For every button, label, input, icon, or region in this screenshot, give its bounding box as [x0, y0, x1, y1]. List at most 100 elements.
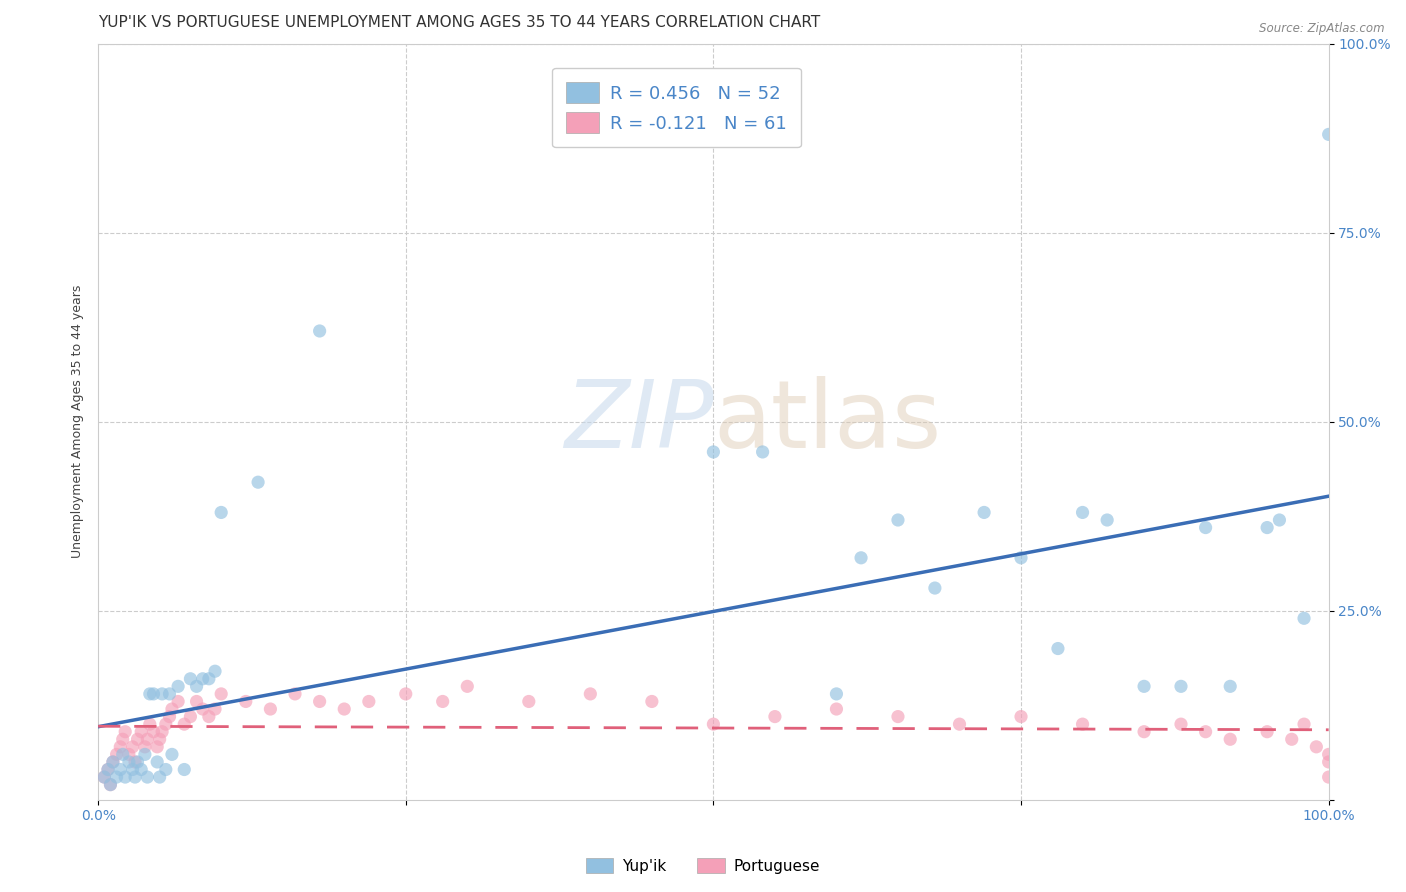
- Point: [146, 755, 169, 769]
- Point: [186, 679, 208, 693]
- Legend: R = 0.456   N = 52, R = -0.121   N = 61: R = 0.456 N = 52, R = -0.121 N = 61: [553, 68, 801, 147]
- Point: [1219, 679, 1241, 693]
- Point: [702, 445, 724, 459]
- Point: [1133, 724, 1156, 739]
- Point: [191, 702, 214, 716]
- Point: [887, 513, 910, 527]
- Point: [517, 694, 540, 708]
- Point: [160, 747, 183, 762]
- Point: [198, 709, 221, 723]
- Point: [118, 755, 141, 769]
- Text: atlas: atlas: [713, 376, 942, 467]
- Point: [105, 770, 128, 784]
- Point: [111, 747, 134, 762]
- Point: [159, 709, 181, 723]
- Point: [111, 732, 134, 747]
- Point: [150, 687, 173, 701]
- Point: [1046, 641, 1069, 656]
- Point: [1281, 732, 1303, 747]
- Point: [118, 747, 141, 762]
- Text: ZIP: ZIP: [564, 376, 713, 467]
- Point: [235, 694, 257, 708]
- Point: [579, 687, 602, 701]
- Y-axis label: Unemployment Among Ages 35 to 44 years: Unemployment Among Ages 35 to 44 years: [72, 285, 84, 558]
- Point: [763, 709, 786, 723]
- Point: [395, 687, 418, 701]
- Point: [127, 755, 149, 769]
- Point: [284, 687, 307, 701]
- Point: [1219, 732, 1241, 747]
- Point: [247, 475, 270, 490]
- Point: [124, 770, 146, 784]
- Point: [167, 679, 190, 693]
- Legend: Yup'ik, Portuguese: Yup'ik, Portuguese: [579, 852, 827, 880]
- Point: [179, 672, 201, 686]
- Point: [1170, 679, 1192, 693]
- Point: [432, 694, 454, 708]
- Point: [849, 550, 872, 565]
- Point: [127, 732, 149, 747]
- Point: [129, 724, 152, 739]
- Point: [146, 739, 169, 754]
- Point: [142, 724, 165, 739]
- Point: [456, 679, 478, 693]
- Point: [308, 324, 330, 338]
- Point: [179, 709, 201, 723]
- Point: [825, 702, 848, 716]
- Point: [142, 687, 165, 701]
- Point: [1256, 520, 1278, 534]
- Point: [149, 732, 172, 747]
- Point: [155, 763, 177, 777]
- Point: [1292, 611, 1315, 625]
- Point: [100, 778, 122, 792]
- Point: [948, 717, 970, 731]
- Point: [114, 770, 136, 784]
- Point: [105, 747, 128, 762]
- Point: [139, 717, 162, 731]
- Point: [93, 770, 115, 784]
- Point: [134, 739, 156, 754]
- Point: [259, 702, 281, 716]
- Point: [114, 724, 136, 739]
- Point: [1071, 717, 1094, 731]
- Point: [973, 505, 995, 519]
- Point: [333, 702, 356, 716]
- Point: [97, 763, 120, 777]
- Point: [1305, 739, 1327, 754]
- Point: [1095, 513, 1118, 527]
- Point: [209, 505, 232, 519]
- Point: [1268, 513, 1291, 527]
- Point: [136, 732, 159, 747]
- Point: [204, 702, 226, 716]
- Point: [1317, 755, 1340, 769]
- Point: [129, 763, 152, 777]
- Point: [204, 664, 226, 678]
- Point: [191, 672, 214, 686]
- Point: [1133, 679, 1156, 693]
- Point: [1194, 520, 1216, 534]
- Point: [155, 717, 177, 731]
- Point: [1256, 724, 1278, 739]
- Point: [209, 687, 232, 701]
- Point: [110, 739, 132, 754]
- Point: [1292, 717, 1315, 731]
- Point: [93, 770, 115, 784]
- Point: [1071, 505, 1094, 519]
- Point: [160, 702, 183, 716]
- Point: [121, 763, 143, 777]
- Point: [1317, 128, 1340, 142]
- Point: [159, 687, 181, 701]
- Point: [101, 755, 124, 769]
- Point: [1010, 709, 1032, 723]
- Point: [357, 694, 380, 708]
- Point: [167, 694, 190, 708]
- Point: [641, 694, 664, 708]
- Point: [134, 747, 156, 762]
- Point: [702, 717, 724, 731]
- Point: [186, 694, 208, 708]
- Point: [101, 755, 124, 769]
- Point: [924, 581, 946, 595]
- Point: [887, 709, 910, 723]
- Text: YUP'IK VS PORTUGUESE UNEMPLOYMENT AMONG AGES 35 TO 44 YEARS CORRELATION CHART: YUP'IK VS PORTUGUESE UNEMPLOYMENT AMONG …: [98, 15, 820, 30]
- Point: [198, 672, 221, 686]
